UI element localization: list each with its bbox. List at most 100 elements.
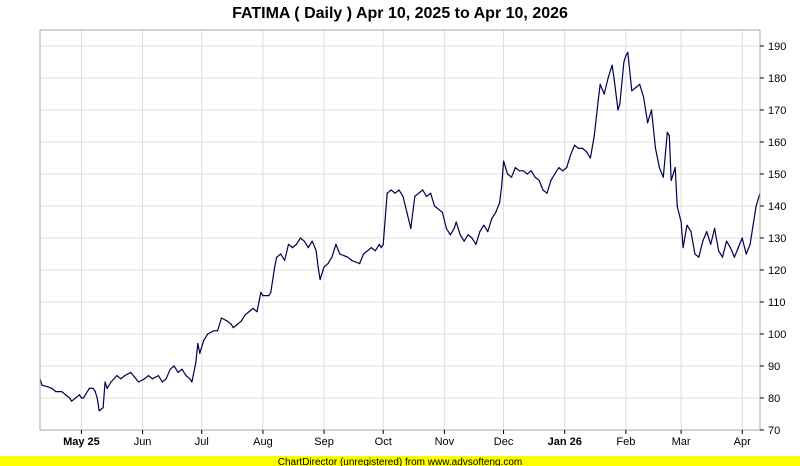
data-point [635,87,637,89]
y-tick-label: 80 [768,393,780,405]
data-point [441,211,443,213]
plot-frame [39,29,761,431]
data-point [134,376,136,378]
data-point [603,93,605,95]
data-point [138,381,140,383]
footer-bar [0,456,800,466]
data-point [491,218,493,220]
y-tick-label: 180 [768,73,786,85]
x-tick-label: Jul [195,436,209,448]
data-point [501,186,503,188]
data-point [276,256,278,258]
data-point [78,394,81,396]
data-point [378,243,380,245]
data-point [725,240,728,242]
data-point [538,179,540,181]
data-point [546,192,548,194]
data-point [104,381,106,383]
data-point [351,259,353,261]
data-point [662,176,664,178]
data-point [418,192,420,194]
footer-text: ChartDirector (unregistered) from www.ad… [278,457,523,466]
x-tick-label: Mar [672,436,691,448]
data-point [280,253,282,255]
data-point [453,227,455,229]
data-point [593,135,595,137]
data-point [668,135,670,137]
data-point [244,314,246,316]
data-point [682,247,684,249]
data-point [710,243,712,245]
data-point [526,173,528,175]
data-point [226,320,228,322]
data-point [483,224,485,226]
data-point [398,189,400,191]
data-point [331,256,333,258]
grid [40,30,760,431]
data-point [220,317,223,319]
data-point [554,173,556,175]
data-point [366,250,369,252]
data-point [698,256,700,258]
data-point [654,147,657,149]
data-point [80,397,82,399]
x-tick-label: Nov [435,436,455,448]
data-point [617,109,619,111]
data-point [165,378,167,380]
data-point [694,253,696,255]
data-point [650,109,653,111]
data-point [232,327,234,329]
data-point [589,157,592,159]
data-point [430,192,432,194]
data-point [284,259,286,261]
data-point [195,362,197,364]
data-point [317,266,319,268]
data-point [120,378,122,380]
data-point [410,227,412,229]
data-point [585,151,588,153]
data-point [199,352,201,354]
x-tick-label: Aug [253,436,273,448]
data-point [623,61,625,63]
y-tick-label: 190 [768,41,786,53]
data-point [639,83,641,85]
data-point [566,167,568,169]
data-point [503,160,505,162]
chart-title: FATIMA ( Daily ) Apr 10, 2025 to Apr 10,… [232,5,568,22]
y-tick-label: 120 [768,265,786,277]
data-point [607,77,609,79]
data-point [71,400,73,402]
data-point [737,247,739,249]
data-point [514,167,517,169]
data-point [714,227,716,229]
data-point [374,250,376,252]
data-point [658,167,661,169]
data-point [445,227,447,229]
data-point [299,237,301,239]
data-point [143,378,146,380]
data-point [130,371,132,373]
data-point [110,381,112,383]
data-point [733,256,736,258]
data-point [534,176,536,178]
data-point [599,83,601,85]
data-point [197,343,199,345]
data-point [631,90,633,92]
data-point [181,368,183,370]
data-point [359,263,361,265]
data-point [61,391,63,393]
data-point [510,176,513,178]
data-point [55,391,57,393]
data-point [124,375,126,377]
data-point [414,195,416,197]
data-point [394,192,396,194]
data-point [256,311,258,313]
data-point [437,208,440,210]
data-point [487,231,489,233]
data-point [619,103,621,105]
x-tick-label: Dec [494,436,514,448]
data-point [94,391,96,393]
data-point [213,330,215,332]
